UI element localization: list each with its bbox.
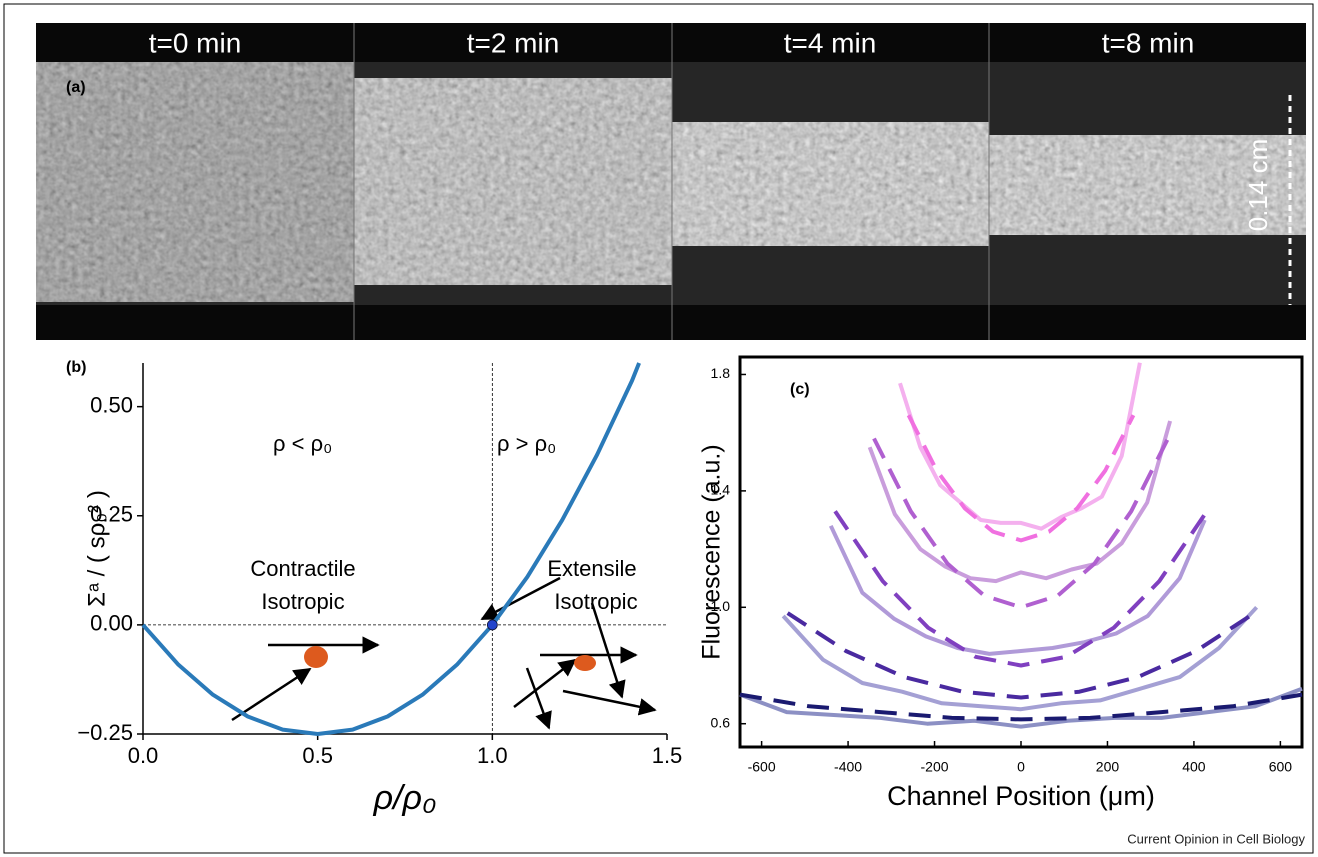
y-tick-label: 1.8: [711, 365, 731, 381]
data-line: [867, 420, 1173, 584]
data-line: [898, 362, 1142, 531]
y-tick-label: 0.25: [90, 502, 133, 527]
schematic-arrows: [231, 576, 657, 730]
annotation: Isotropic: [554, 589, 637, 614]
scale-bar-label: 0.14 cm: [1243, 139, 1273, 232]
panel-a: t=0 min t=2 min t=4 min t=8 min (a) 0.14…: [36, 23, 1306, 340]
data-line: [828, 519, 1207, 656]
fit-line: [739, 692, 1303, 722]
annotation: Isotropic: [261, 589, 344, 614]
x-axis-label: Channel Position (μm): [887, 781, 1155, 811]
arrow: [513, 658, 577, 708]
gel: [354, 78, 672, 285]
x-axis-label: ρ/ρ₀: [373, 779, 437, 817]
y-axis-label: Fluorescence (a.u.): [698, 444, 726, 659]
x-tick-label: -200: [921, 759, 949, 775]
frame-label: t=2 min: [467, 27, 560, 58]
x-tick-label: 0.0: [128, 743, 159, 768]
x-tick-label: 600: [1269, 759, 1293, 775]
y-tick-label: 1.4: [711, 482, 731, 498]
y-tick-label: 0.6: [711, 714, 731, 730]
x-tick-label: 200: [1096, 759, 1120, 775]
credit: Current Opinion in Cell Biology: [1127, 831, 1305, 846]
fixed-point: [486, 619, 498, 631]
frame-label: t=4 min: [784, 27, 877, 58]
particle: [574, 655, 596, 671]
plot-frame: [738, 355, 1304, 749]
data-line: [739, 686, 1303, 729]
x-tick-label: 1.0: [477, 743, 508, 768]
arrow: [480, 576, 561, 621]
x-tick-label: -400: [834, 759, 862, 775]
annotation: ρ > ρ₀: [497, 431, 556, 456]
fit-line: [872, 437, 1170, 610]
panel-label: (b): [66, 359, 86, 376]
x-tick-label: 400: [1182, 759, 1206, 775]
y-axis-label: Σᵃ / ( sρ₀² ): [83, 490, 110, 607]
y-tick-label: −0.25: [77, 720, 133, 745]
particle: [304, 646, 328, 668]
arrow: [231, 667, 312, 722]
figure-border: [3, 3, 1314, 854]
annotation: Extensile: [547, 556, 636, 581]
x-tick-label: 0.5: [302, 743, 333, 768]
annotation: Contractile: [250, 556, 355, 581]
data-line: [141, 362, 641, 736]
fit-line: [906, 414, 1136, 543]
x-tick-label: -600: [748, 759, 776, 775]
x-tick-label: 1.5: [652, 743, 683, 768]
panel-label: (c): [790, 381, 810, 398]
x-tick-label: 0: [1017, 759, 1025, 775]
panel-label: (a): [66, 79, 86, 96]
fit-line: [786, 611, 1256, 700]
arrow: [562, 689, 657, 716]
arrow: [590, 602, 626, 699]
arrow: [525, 667, 552, 730]
y-tick-label: 0.00: [90, 611, 133, 636]
frame-label: t=8 min: [1102, 27, 1195, 58]
annotation: ρ < ρ₀: [273, 431, 332, 456]
gel: [36, 62, 354, 302]
gel: [672, 122, 989, 246]
data-line: [781, 605, 1259, 712]
gel: [989, 135, 1306, 235]
y-tick-label: 1.0: [711, 598, 731, 614]
fit-line: [833, 510, 1209, 668]
frame-label: t=0 min: [149, 27, 242, 58]
y-tick-label: 0.50: [90, 392, 133, 417]
